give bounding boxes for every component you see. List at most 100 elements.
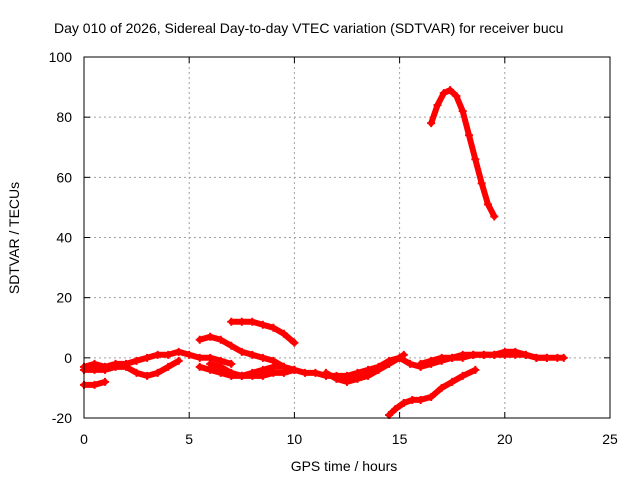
- data-point: [227, 341, 236, 350]
- data-point: [300, 368, 309, 377]
- data-point: [395, 353, 404, 362]
- data-point: [427, 356, 436, 365]
- data-point: [479, 350, 488, 359]
- data-point: [437, 353, 446, 362]
- data-point: [511, 347, 520, 356]
- data-point: [206, 359, 215, 368]
- data-point: [427, 392, 436, 401]
- data-point: [559, 353, 568, 362]
- data-point: [321, 368, 330, 377]
- data-point: [532, 353, 541, 362]
- data-point: [258, 320, 267, 329]
- data-point: [353, 374, 362, 383]
- data-point: [446, 86, 455, 95]
- data-point: [399, 398, 408, 407]
- x-tick-label: 10: [287, 431, 303, 447]
- data-point: [195, 353, 204, 362]
- data-point: [248, 371, 257, 380]
- y-tick-label: 40: [56, 230, 72, 246]
- data-point: [458, 350, 467, 359]
- data-point: [164, 350, 173, 359]
- data-point: [132, 368, 141, 377]
- data-series-group: [80, 86, 568, 419]
- x-tick-label: 20: [497, 431, 513, 447]
- data-point: [237, 371, 246, 380]
- data-point: [433, 101, 442, 110]
- data-point: [290, 338, 299, 347]
- data-point: [427, 119, 436, 128]
- y-tick-label: 0: [64, 350, 72, 366]
- data-point: [279, 368, 288, 377]
- data-point: [311, 368, 320, 377]
- data-point: [439, 89, 448, 98]
- data-point: [490, 212, 499, 221]
- data-point: [269, 368, 278, 377]
- series-arc-2: [81, 357, 182, 379]
- data-point: [132, 356, 141, 365]
- data-point: [185, 350, 194, 359]
- data-point: [332, 374, 341, 383]
- x-axis-label: GPS time / hours: [291, 458, 398, 474]
- data-point: [406, 359, 415, 368]
- y-tick-label: 100: [49, 49, 73, 65]
- data-point: [437, 383, 446, 392]
- y-tick-label: 20: [56, 290, 72, 306]
- data-point: [465, 131, 474, 140]
- data-point: [258, 371, 267, 380]
- series-arc-12: [386, 366, 479, 418]
- x-tick-label: 25: [602, 431, 618, 447]
- data-point: [90, 380, 99, 389]
- data-point: [269, 323, 278, 332]
- data-point: [227, 359, 236, 368]
- data-point: [216, 362, 225, 371]
- x-tick-label: 0: [80, 431, 88, 447]
- data-point: [279, 329, 288, 338]
- data-point: [227, 368, 236, 377]
- data-point: [248, 350, 257, 359]
- data-point: [452, 92, 461, 101]
- axis-ticks: 0 5 10 15 20 25 -20 0 20 40 60 80 100: [49, 49, 618, 447]
- data-point: [227, 317, 236, 326]
- data-point: [500, 347, 509, 356]
- data-point: [448, 377, 457, 386]
- data-point: [385, 359, 394, 368]
- data-point: [416, 395, 425, 404]
- data-point: [143, 353, 152, 362]
- data-point: [101, 377, 110, 386]
- x-tick-label: 5: [185, 431, 193, 447]
- data-point: [174, 347, 183, 356]
- data-point: [206, 332, 215, 341]
- chart-title: Day 010 of 2026, Sidereal Day-to-day VTE…: [54, 20, 563, 36]
- data-point: [343, 377, 351, 386]
- data-point: [483, 200, 492, 209]
- data-point: [195, 362, 204, 371]
- data-point: [448, 353, 457, 362]
- data-point: [101, 365, 110, 374]
- data-point: [416, 359, 425, 368]
- data-point: [471, 155, 480, 164]
- data-point: [458, 107, 467, 116]
- data-point: [374, 365, 383, 374]
- data-point: [153, 368, 162, 377]
- data-point: [542, 353, 551, 362]
- y-axis-label: SDTVAR / TECUs: [6, 182, 22, 294]
- data-point: [111, 362, 120, 371]
- data-point: [164, 362, 173, 371]
- data-point: [174, 356, 183, 365]
- data-point: [391, 404, 400, 413]
- x-tick-label: 15: [392, 431, 408, 447]
- data-point: [143, 371, 152, 380]
- y-tick-label: 80: [56, 109, 72, 125]
- data-point: [471, 365, 480, 374]
- data-point: [477, 179, 486, 188]
- data-point: [153, 350, 162, 359]
- data-point: [364, 371, 373, 380]
- data-point: [408, 395, 417, 404]
- data-point: [195, 335, 204, 344]
- y-tick-label: 60: [56, 169, 72, 185]
- data-point: [216, 335, 225, 344]
- data-point: [458, 371, 467, 380]
- data-point: [469, 350, 478, 359]
- data-point: [122, 362, 131, 371]
